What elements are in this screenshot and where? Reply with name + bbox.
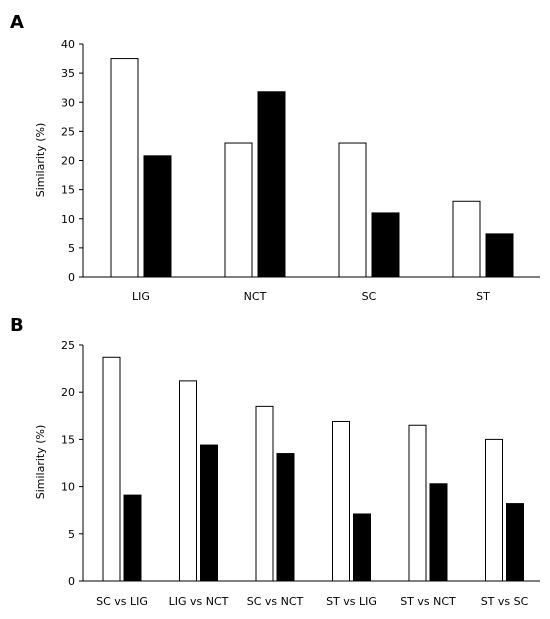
open-bar-st <box>452 200 481 278</box>
filled-bar-lig-vs-nct <box>200 444 218 582</box>
y-tick-label: 10 <box>61 481 75 494</box>
panel-a-letter: A <box>10 12 24 33</box>
panel-b-y-ticks: 0 5 10 15 20 25 <box>61 339 83 588</box>
filled-bar-st-vs-nct <box>429 483 448 582</box>
filled-bar-nct <box>257 91 286 278</box>
y-tick-label: 40 <box>61 38 75 51</box>
panel-a-y-ticks: 0 5 10 15 20 25 30 35 40 <box>61 38 83 284</box>
y-tick-label: 5 <box>68 528 75 541</box>
y-tick-label: 25 <box>61 125 75 138</box>
filled-bar-st-vs-sc <box>506 503 524 582</box>
panel-b-y-axis-title: Similarity (%) <box>34 425 47 500</box>
category-label: ST vs SC <box>481 595 529 608</box>
open-bar-lig-vs-nct <box>179 380 197 582</box>
category-label: ST <box>476 290 490 303</box>
panel-b-bars <box>102 356 524 582</box>
open-bar-st-vs-nct <box>408 424 427 582</box>
panel-a-category-labels: LIG NCT SC ST <box>132 290 490 303</box>
panel-a: A Similarity (%) 0 5 10 15 20 25 30 35 40 LIG NCT… <box>10 12 540 303</box>
open-bar-sc-vs-nct <box>255 405 274 582</box>
category-label: SC vs LIG <box>96 595 148 608</box>
panel-b-category-labels: SC vs LIG LIG vs NCT SC vs NCT ST vs LIG ST … <box>96 595 529 608</box>
panel-b-letter: B <box>10 315 24 336</box>
open-bar-nct <box>224 142 253 278</box>
open-bar-sc <box>338 142 367 278</box>
filled-bar-st-vs-lig <box>353 513 371 582</box>
y-tick-label: 35 <box>61 67 75 80</box>
y-tick-label: 15 <box>61 433 75 446</box>
filled-bar-st <box>485 233 514 278</box>
category-label: SC vs NCT <box>247 595 304 608</box>
category-label: LIG vs NCT <box>169 595 229 608</box>
y-tick-label: 20 <box>61 386 75 399</box>
y-tick-label: 0 <box>68 575 75 588</box>
category-label: ST vs NCT <box>400 595 456 608</box>
open-bar-sc-vs-lig <box>102 356 121 582</box>
filled-bar-lig <box>143 155 172 278</box>
open-bar-st-vs-sc <box>485 438 503 582</box>
panel-a-bars <box>110 58 514 278</box>
category-label: SC <box>362 290 377 303</box>
y-tick-label: 25 <box>61 339 75 352</box>
filled-bar-sc-vs-lig <box>123 494 142 582</box>
y-tick-label: 30 <box>61 96 75 109</box>
panel-b: B Similarity (%) 0 5 10 15 20 25 SC vs LIG LIG… <box>10 315 540 608</box>
panel-a-y-axis-title: Similarity (%) <box>34 123 47 198</box>
y-tick-label: 15 <box>61 184 75 197</box>
y-tick-label: 0 <box>68 271 75 284</box>
filled-bar-sc-vs-nct <box>276 453 295 582</box>
y-tick-label: 20 <box>61 155 75 168</box>
open-bar-lig <box>110 58 139 278</box>
open-bar-st-vs-lig <box>332 420 350 582</box>
y-tick-label: 5 <box>68 242 75 255</box>
category-label: ST vs LIG <box>326 595 377 608</box>
category-label: NCT <box>244 290 267 303</box>
y-tick-label: 10 <box>61 213 75 226</box>
filled-bar-sc <box>371 212 400 278</box>
category-label: LIG <box>132 290 150 303</box>
